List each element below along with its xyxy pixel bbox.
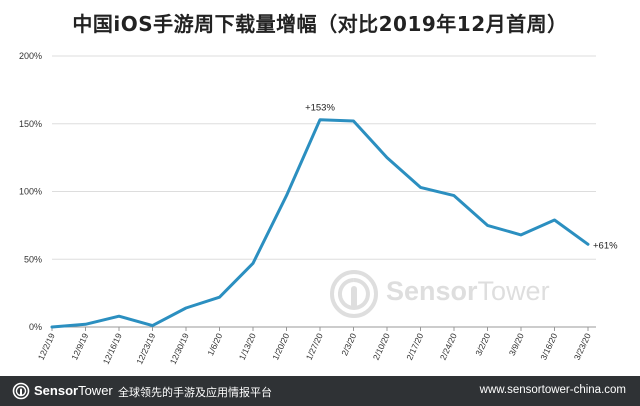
x-tick-label: 2/17/20 [404, 331, 425, 361]
x-axis: 12/2/19 12/9/19 12/16/19 12/23/19 12/30/19 1/… [36, 326, 596, 366]
line-chart: 0% 50% 100% 150% 200% 12/2/19 12/9/19 12/16/19… [19, 51, 618, 366]
x-tick-label: 2/3/20 [339, 331, 358, 357]
series-line [50, 118, 590, 329]
sensortower-watermark: SensorTower [328, 268, 550, 320]
watermark-brand-tower: Tower [477, 276, 550, 306]
y-tick-label: 200% [19, 51, 42, 61]
sensortower-logo-icon [12, 382, 30, 400]
x-tick-label: 3/16/20 [538, 331, 559, 361]
footer-url[interactable]: www.sensortower-china.com [479, 384, 626, 396]
y-tick-label: 0% [29, 322, 42, 332]
x-tick-label: 1/6/20 [205, 331, 224, 357]
x-tick-label: 1/27/20 [304, 331, 325, 361]
x-tick-label: 2/10/20 [371, 331, 392, 361]
footer-brand-sensor: Sensor [34, 383, 79, 398]
x-tick-label: 12/23/19 [134, 331, 157, 365]
chart-title: 中国iOS手游周下载量增幅（对比2019年12月首周） [72, 12, 568, 36]
x-tick-label: 12/30/19 [168, 331, 191, 365]
x-tick-label: 2/24/20 [438, 331, 459, 361]
x-tick-label: 3/9/20 [507, 331, 526, 357]
data-label: +61% [593, 240, 618, 251]
footer-brand: SensorTower [34, 383, 113, 398]
footer-brand-tower: Tower [78, 383, 113, 398]
x-tick-label: 3/23/20 [572, 331, 593, 361]
series-group [50, 118, 590, 329]
x-tick-label: 3/2/20 [473, 331, 492, 357]
x-tick-label: 12/9/19 [69, 331, 90, 361]
y-tick-label: 100% [19, 187, 42, 197]
watermark-brand: SensorTower [386, 276, 550, 307]
watermark-brand-sensor: Sensor [386, 276, 478, 306]
data-labels: +153% +61% [305, 103, 618, 252]
x-tick-label: 12/2/19 [36, 331, 57, 361]
y-tick-label: 50% [24, 254, 42, 264]
data-label: +153% [305, 103, 335, 114]
x-tick-label: 12/16/19 [101, 331, 124, 365]
y-tick-label: 150% [19, 119, 42, 129]
y-axis: 0% 50% 100% 150% 200% [19, 51, 42, 332]
sensortower-watermark-icon [330, 270, 378, 318]
footer-tagline: 全球领先的手游及应用情报平台 [118, 386, 272, 399]
x-tick-label: 1/13/20 [237, 331, 258, 361]
x-tick-label: 1/20/20 [270, 331, 291, 361]
footer-bar: SensorTower 全球领先的手游及应用情报平台 www.sensortow… [0, 376, 640, 406]
